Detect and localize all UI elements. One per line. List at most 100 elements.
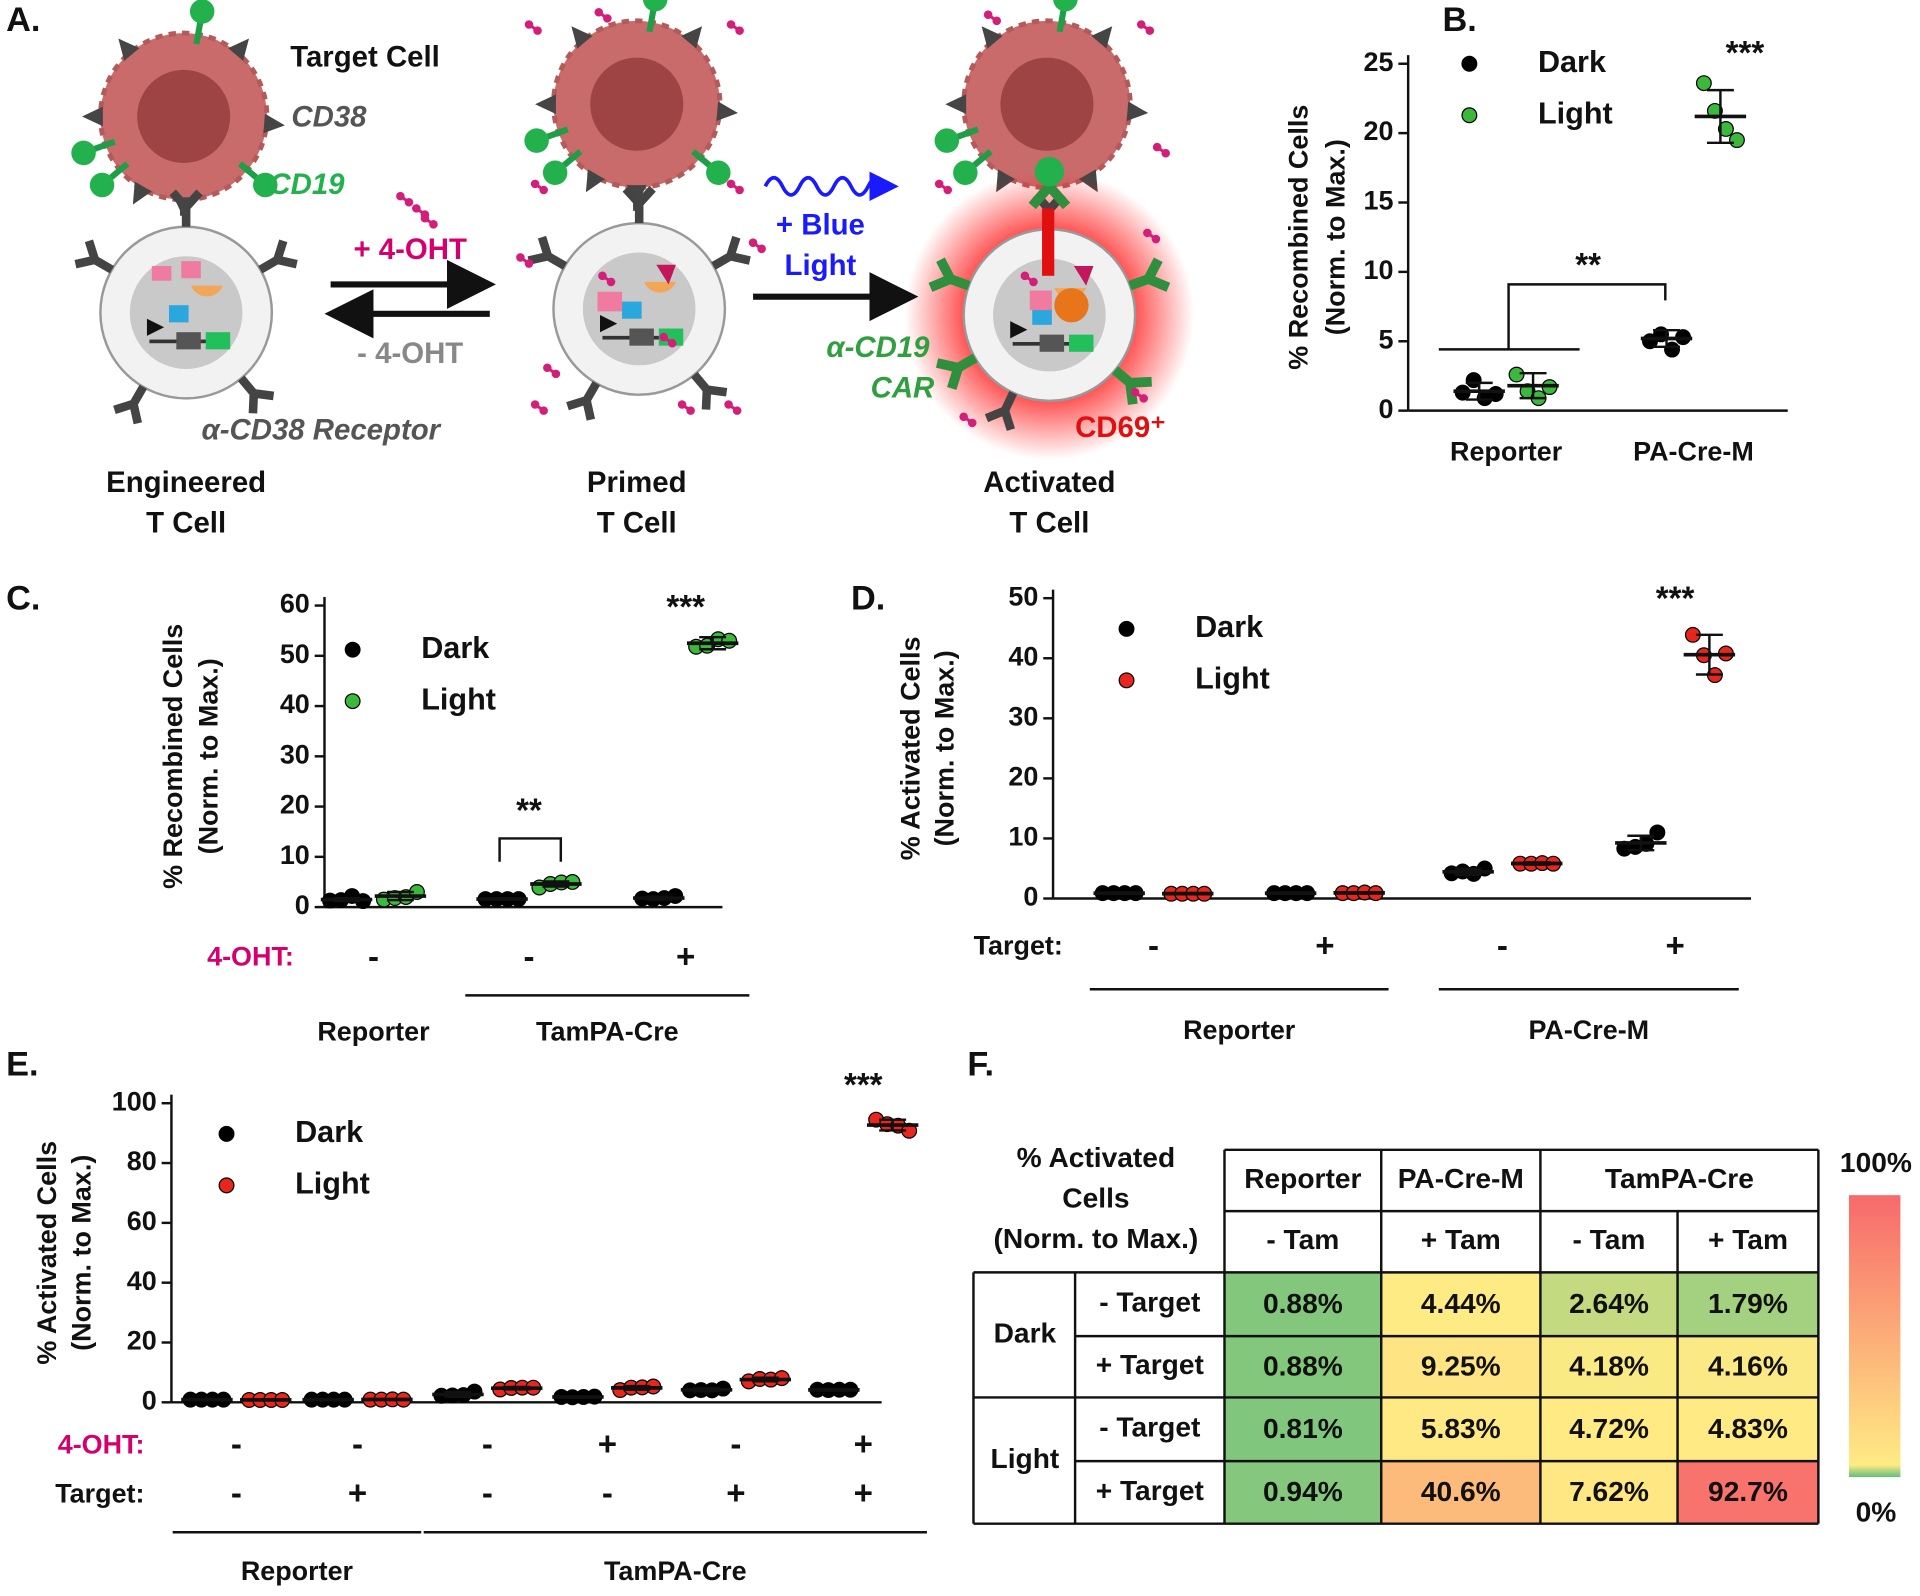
error-bar: [693, 1387, 720, 1393]
heat-cell: [1224, 1336, 1382, 1398]
y-tick-label: 40: [127, 1266, 157, 1296]
condition-label: Target:: [974, 931, 1063, 961]
heat-cell: [1540, 1336, 1678, 1398]
error-bar: [193, 1398, 221, 1402]
condition-sign: +: [854, 1426, 873, 1463]
column-group-label: TamPA-Cre: [1605, 1162, 1754, 1194]
y-tick-label: 60: [280, 589, 310, 619]
error-bar: [699, 635, 727, 651]
y-tick-label: 100: [112, 1086, 157, 1116]
bracket: [1438, 283, 1667, 351]
error-bar: [252, 1398, 280, 1402]
y-tick-label: 10: [1364, 255, 1394, 285]
label: α-CD19: [826, 331, 930, 364]
condition-sign: -: [482, 1475, 493, 1512]
cell-label: 4.18%: [1569, 1349, 1649, 1381]
panel-label: B.: [1442, 1, 1476, 39]
condition-sign: +: [726, 1475, 745, 1512]
label: CD69⁺: [1075, 411, 1166, 444]
y-axis-label: % Recombined Cells: [1284, 105, 1314, 370]
heat-cell: [1677, 1272, 1819, 1337]
column-label: + Tam: [1708, 1223, 1788, 1255]
y-tick-label: 20: [1364, 116, 1394, 146]
data-point: [1695, 75, 1712, 92]
condition-label: 4-OHT:: [58, 1430, 145, 1460]
label: T Cell: [1009, 506, 1089, 539]
legend-marker: [1118, 672, 1135, 689]
y-tick-label: 20: [280, 790, 310, 820]
condition-sign: +: [676, 938, 695, 975]
cd19: [1034, 156, 1065, 187]
condition-sign: -: [1148, 927, 1159, 964]
label: Target Cell: [290, 41, 440, 74]
column-label: + Tam: [1421, 1223, 1501, 1255]
condition-sign: -: [231, 1475, 242, 1512]
cell-label: 9.25%: [1421, 1349, 1501, 1381]
cell-label: 1.79%: [1708, 1287, 1788, 1319]
condition-label: Target:: [55, 1479, 144, 1509]
legend-marker: [344, 693, 361, 710]
label: α-CD38 Receptor: [202, 413, 442, 446]
error-bar: [623, 1384, 651, 1391]
panel-label: F.: [967, 1046, 994, 1084]
cell-label: 0.88%: [1263, 1349, 1343, 1381]
t-cell: [930, 195, 1168, 430]
panel-label: E.: [6, 1046, 38, 1084]
y-axis-label: (Norm. to Max.): [1320, 139, 1350, 335]
row-label: + Target: [1096, 1474, 1205, 1506]
panel-label: C.: [6, 580, 40, 618]
column-group-label: Reporter: [1244, 1162, 1361, 1194]
error-bar: [444, 1390, 472, 1399]
legend-marker: [218, 1177, 235, 1194]
y-tick-label: 5: [1378, 324, 1393, 354]
y-tick-label: 0: [1378, 394, 1393, 424]
column-group-label: PA-Cre-M: [1398, 1162, 1524, 1194]
label: - 4-OHT: [357, 337, 463, 370]
cell-label: 4.44%: [1421, 1287, 1501, 1319]
row-label: - Target: [1099, 1286, 1201, 1318]
label: Primed: [587, 466, 687, 499]
error-bar: [1105, 891, 1133, 896]
significance: **: [516, 792, 542, 829]
condition-sign: -: [602, 1475, 613, 1512]
error-bar: [1465, 381, 1493, 401]
corner-label: % Activated: [1017, 1141, 1175, 1173]
y-tick-label: 30: [280, 739, 310, 769]
condition-sign: +: [854, 1475, 873, 1512]
y-tick-label: 0: [1023, 882, 1038, 912]
label: CD19: [269, 168, 345, 201]
legend-label: Dark: [421, 631, 490, 665]
label: CD38: [291, 101, 367, 134]
bracket: [498, 837, 563, 862]
heat-cell: [1224, 1461, 1382, 1524]
heat-cell: [1540, 1272, 1678, 1337]
cell-label: 7.62%: [1569, 1475, 1649, 1507]
data-point: [1717, 120, 1734, 137]
condition-sign: -: [482, 1426, 493, 1463]
row-group-label: Light: [991, 1442, 1060, 1474]
legend-label: Dark: [295, 1115, 364, 1149]
y-tick-label: 10: [280, 840, 310, 870]
y-axis-label: (Norm. to Max.): [930, 650, 960, 846]
x-tick-label: Reporter: [1450, 437, 1563, 467]
error-bar: [1454, 867, 1482, 877]
heat-cell: [1540, 1461, 1678, 1524]
corner-label: (Norm. to Max.): [994, 1222, 1199, 1254]
y-tick-label: 0: [142, 1385, 157, 1415]
heat-cell: [1677, 1461, 1819, 1524]
cell-label: 40.6%: [1421, 1475, 1501, 1507]
error-bar: [503, 1385, 531, 1391]
error-bar: [333, 896, 360, 903]
error-bar: [1277, 891, 1305, 896]
error-bar: [751, 1376, 779, 1383]
data-point: [1728, 132, 1745, 149]
cell-label: 5.83%: [1421, 1412, 1501, 1444]
y-tick-label: 25: [1364, 47, 1394, 77]
y-axis-label: (Norm. to Max.): [66, 1155, 96, 1351]
x-tick-label: PA-Cre-M: [1633, 437, 1754, 467]
error-bar: [1695, 633, 1723, 676]
group-label: Reporter: [1183, 1015, 1296, 1045]
condition-sign: -: [368, 938, 379, 975]
error-bar: [1519, 371, 1547, 400]
